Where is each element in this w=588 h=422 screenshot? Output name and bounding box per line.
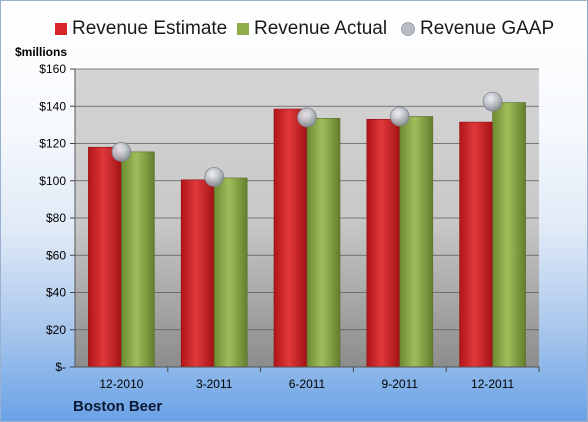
legend-label-estimate: Revenue Estimate (72, 18, 228, 39)
bar-revenue-estimate (366, 118, 401, 368)
bar-revenue-actual (121, 151, 155, 368)
point-revenue-gaap (482, 91, 503, 112)
y-tick-label: $100 (39, 174, 66, 188)
legend-item-revenue-estimate: Revenue Estimate (55, 17, 227, 41)
legend-swatch-gaap (401, 22, 415, 36)
legend: Revenue Estimate Revenue Actual Revenue … (1, 17, 587, 41)
y-tick-label: $140 (39, 99, 66, 113)
x-tick-label: 12-2010 (99, 377, 143, 391)
y-axis-unit-label: $millions (15, 45, 68, 59)
bar-revenue-actual (399, 116, 434, 368)
x-tick-label: 6-2011 (289, 377, 326, 391)
company-name: Boston Beer (73, 398, 163, 415)
legend-item-revenue-actual: Revenue Actual (237, 17, 387, 41)
point-revenue-gaap (111, 141, 132, 162)
legend-item-revenue-gaap: Revenue GAAP (401, 17, 554, 41)
axes: $- $20 $40 $60 $80 $100 $120 $140 $160 12-2010 3-2… (39, 62, 540, 391)
x-tick-label: 3-2011 (196, 377, 233, 391)
bar-revenue-actual (213, 177, 248, 368)
legend-swatch-estimate (55, 23, 67, 35)
x-tick-label: 12-2011 (471, 377, 514, 391)
x-tick-label: 9-2011 (382, 377, 419, 391)
point-revenue-gaap (389, 106, 410, 127)
legend-swatch-actual (237, 23, 249, 35)
y-tick-label: $80 (46, 211, 66, 225)
y-tick-label: $40 (46, 286, 66, 300)
point-revenue-gaap (204, 167, 225, 187)
legend-label-gaap: Revenue GAAP (420, 18, 555, 39)
bar-revenue-estimate (459, 121, 493, 368)
y-tick-label: $60 (46, 248, 66, 262)
y-tick-label: $20 (46, 323, 66, 337)
bar-revenue-estimate (180, 179, 215, 368)
bar-revenue-actual (492, 102, 526, 368)
bar-revenue-estimate (88, 146, 122, 368)
y-tick-label: $160 (39, 62, 66, 76)
y-tick-label: $- (55, 360, 66, 374)
y-tick-label: $120 (39, 137, 66, 151)
gaap-points (111, 91, 503, 187)
legend-label-actual: Revenue Actual (254, 18, 388, 39)
bars (88, 102, 526, 368)
point-revenue-gaap (297, 107, 317, 128)
bar-revenue-estimate (273, 108, 308, 368)
bar-revenue-actual (306, 118, 341, 368)
